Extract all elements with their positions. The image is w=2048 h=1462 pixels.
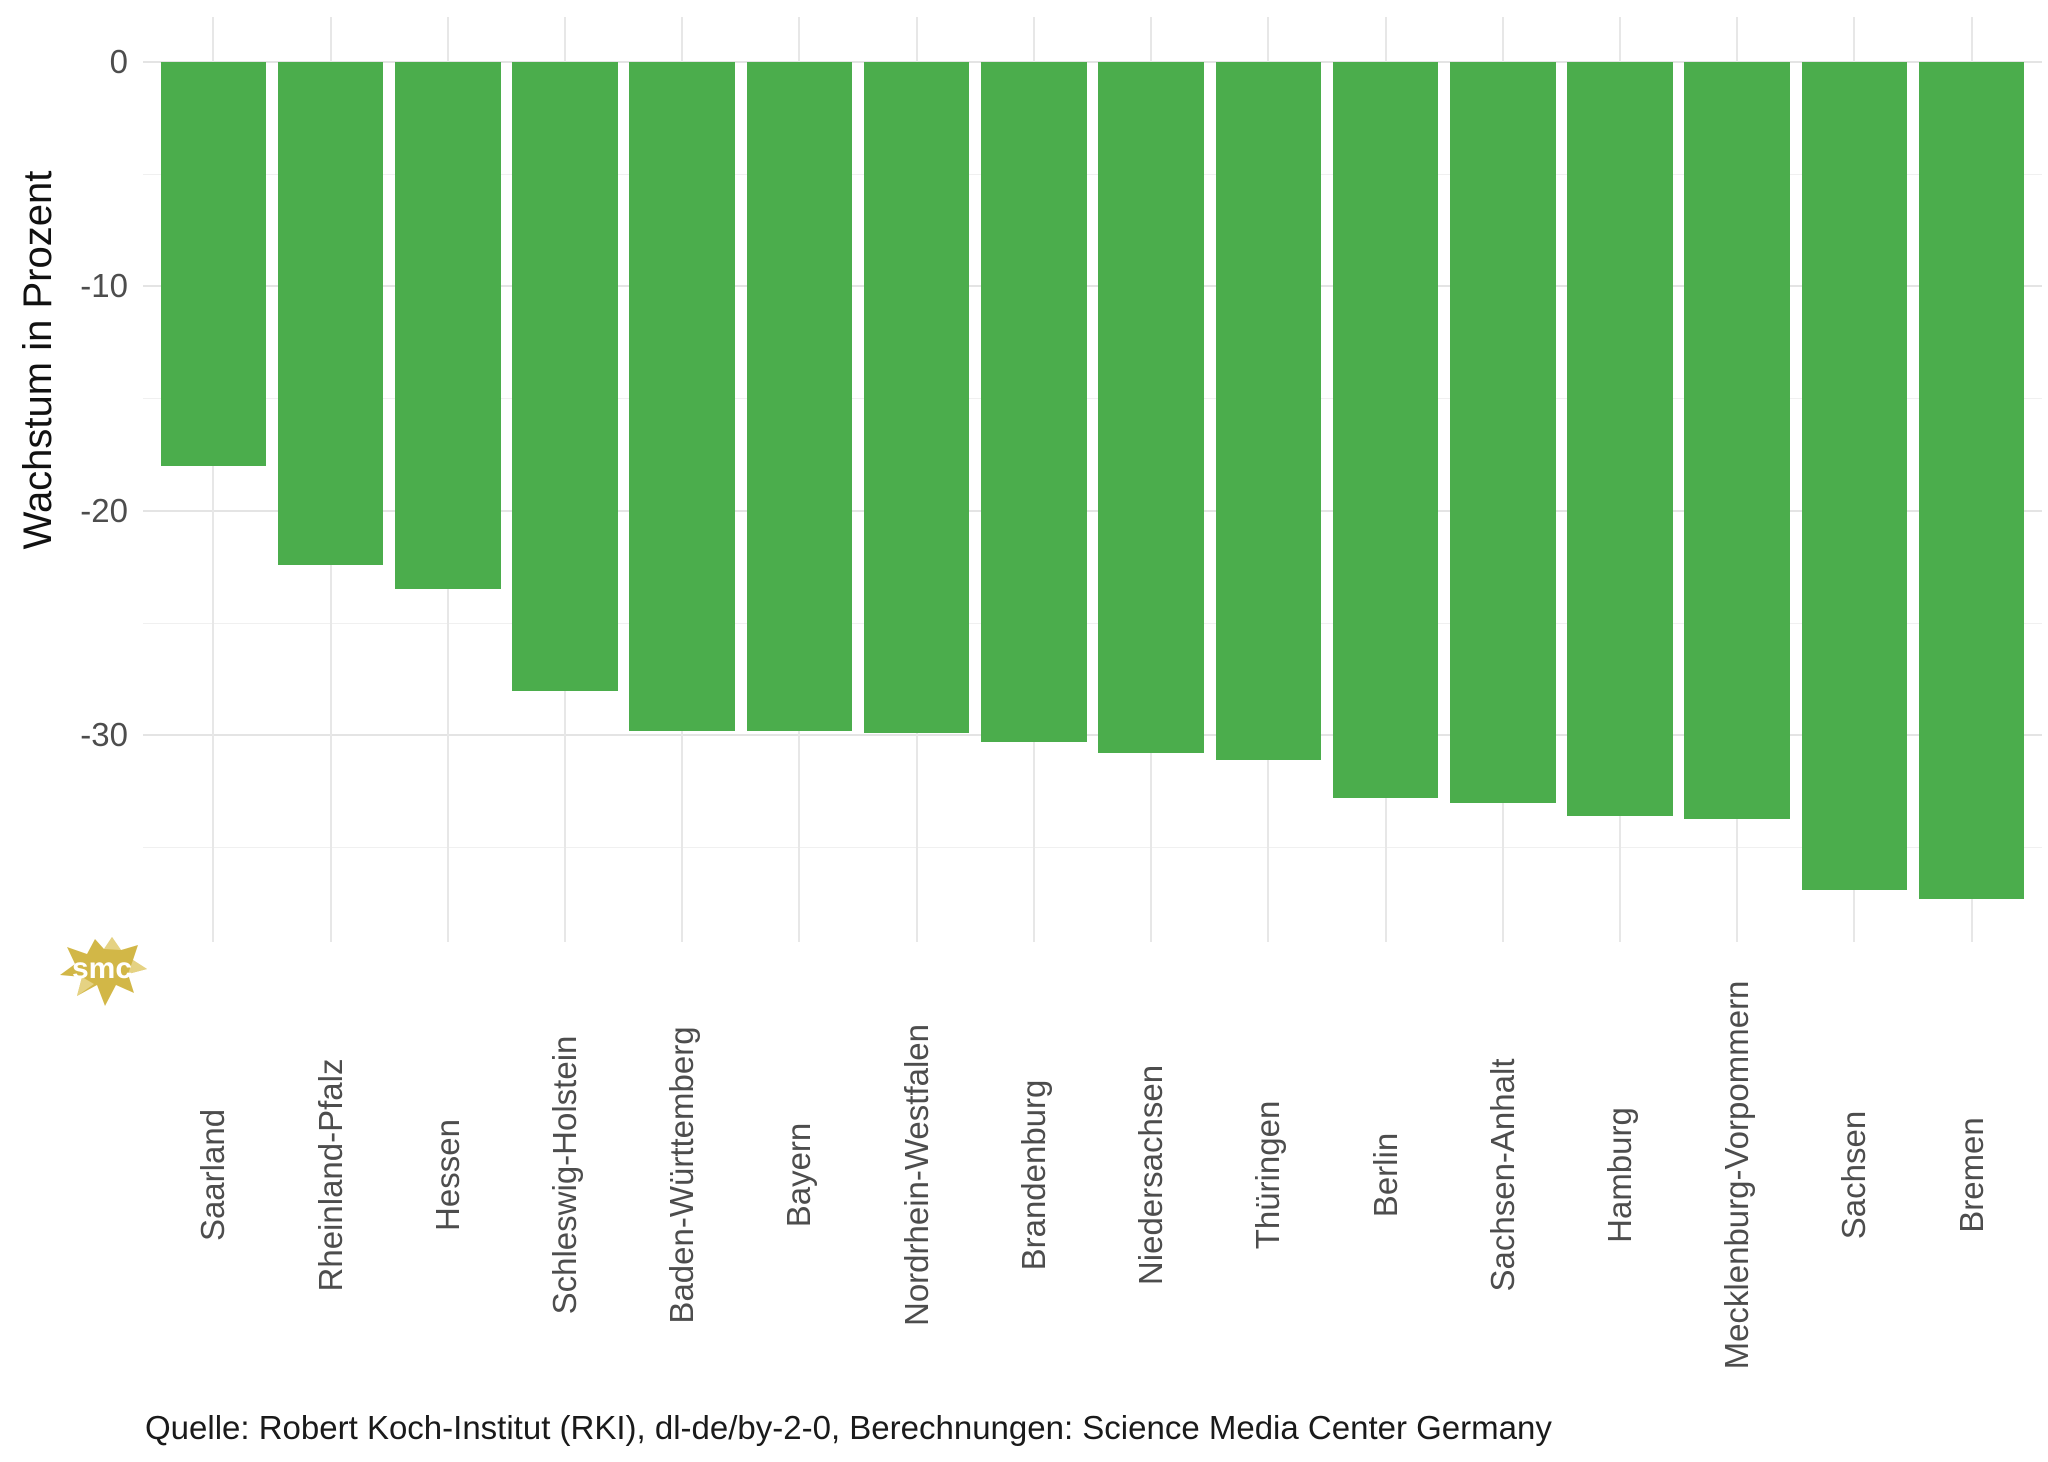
gridline-minor xyxy=(143,847,2042,849)
bar xyxy=(160,61,267,467)
smc-logo-facet xyxy=(128,960,147,974)
bar xyxy=(1918,61,2025,900)
gridline-vertical xyxy=(212,17,215,942)
x-category-label: Niedersachsen xyxy=(1132,1064,1170,1286)
y-tick-label: -20 xyxy=(80,491,128,529)
bar xyxy=(1801,61,1908,891)
gridline-minor xyxy=(143,622,2042,624)
x-category-label: Berlin xyxy=(1366,1132,1404,1218)
x-category-label: Saarland xyxy=(194,1108,232,1242)
bar xyxy=(395,61,501,590)
source-note: Quelle: Robert Koch-Institut (RKI), dl-d… xyxy=(145,1409,1552,1446)
bar xyxy=(1098,61,1204,754)
smc-logo-facet xyxy=(77,977,94,996)
smc-logo-text: smc xyxy=(72,952,132,985)
x-category-label: Rheinland-Pfalz xyxy=(311,1058,349,1292)
bar xyxy=(1684,61,1790,819)
y-tick-label: -10 xyxy=(80,267,128,305)
gridline-major xyxy=(143,285,2042,288)
bar xyxy=(863,61,970,734)
bar xyxy=(1215,61,1322,761)
gridline-minor xyxy=(143,173,2042,175)
gridline-minor xyxy=(143,398,2042,400)
bar xyxy=(981,61,1087,743)
x-category-label: Sachsen xyxy=(1835,1110,1873,1240)
gridline-major xyxy=(143,734,2042,737)
y-tick-label: -30 xyxy=(80,716,128,754)
x-category-label: Bremen xyxy=(1952,1117,1990,1233)
x-category-label: Schleswig-Holstein xyxy=(546,1035,583,1315)
bar xyxy=(629,61,735,731)
gridline-major xyxy=(143,60,2042,63)
bar xyxy=(1332,61,1439,799)
gridline-major xyxy=(143,509,2042,512)
bar xyxy=(1567,61,1673,817)
x-category-label: Thüringen xyxy=(1249,1100,1287,1250)
x-category-label: Mecklenburg-Vorpommern xyxy=(1718,980,1756,1370)
x-category-label: Brandenburg xyxy=(1014,1079,1052,1271)
bar xyxy=(1450,61,1556,803)
smc-logo: smc xyxy=(60,937,147,1006)
bar xyxy=(746,61,853,731)
bar xyxy=(277,61,384,565)
x-category-label: Bayern xyxy=(780,1122,818,1228)
bar xyxy=(512,61,618,691)
x-category-label: Hessen xyxy=(428,1119,466,1231)
x-category-label: Baden-Württemberg xyxy=(663,1026,701,1324)
x-category-label: Sachsen-Anhalt xyxy=(1483,1058,1521,1292)
x-category-label: Hamburg xyxy=(1601,1107,1638,1243)
x-category-label: Nordrhein-Westfalen xyxy=(897,1023,935,1327)
smc-logo-facet xyxy=(104,937,121,950)
y-tick-label: 0 xyxy=(109,42,128,80)
y-axis-title: Wachstum in Prozent xyxy=(16,170,60,550)
